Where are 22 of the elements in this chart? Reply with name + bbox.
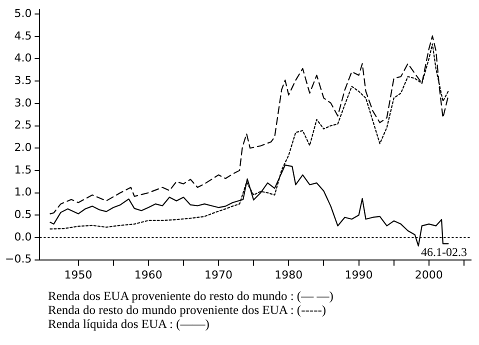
y-tick-label: 1.0	[14, 186, 32, 199]
y-tick-label: 0.5	[14, 208, 32, 221]
annotation: 46.1-02.3	[421, 245, 467, 260]
y-tick-label: 5.0	[14, 6, 32, 20]
y-tick-label: 2.0	[14, 140, 32, 154]
y-tick-label: 4.0	[14, 52, 32, 65]
y-tick-label: 1.5	[14, 163, 32, 176]
y-tick-label: 4.5	[14, 29, 32, 42]
x-tick-label: 1980	[274, 268, 303, 282]
y-tick-label: 3.0	[14, 96, 32, 110]
y-tick-label: −0.5	[4, 252, 32, 266]
x-tick-label: 1970	[204, 268, 233, 282]
text: Renda líquida dos EUA : (——)	[48, 317, 210, 331]
x-tick-label: 1960	[134, 268, 162, 282]
x-tick-label: 1990	[344, 268, 373, 282]
y-tick-label: 0.0	[14, 230, 32, 244]
y-tick-label: 2.5	[14, 118, 32, 132]
y-tick-label: 3.5	[14, 74, 32, 87]
x-tick-label: 2000	[414, 268, 443, 282]
x-tick-label: 1950	[64, 268, 92, 282]
text: Renda do resto do mundo proveniente dos EUA : (-----)	[48, 303, 328, 317]
text: Renda dos EUA proveniente do resto do mundo : (— —)	[48, 289, 334, 303]
